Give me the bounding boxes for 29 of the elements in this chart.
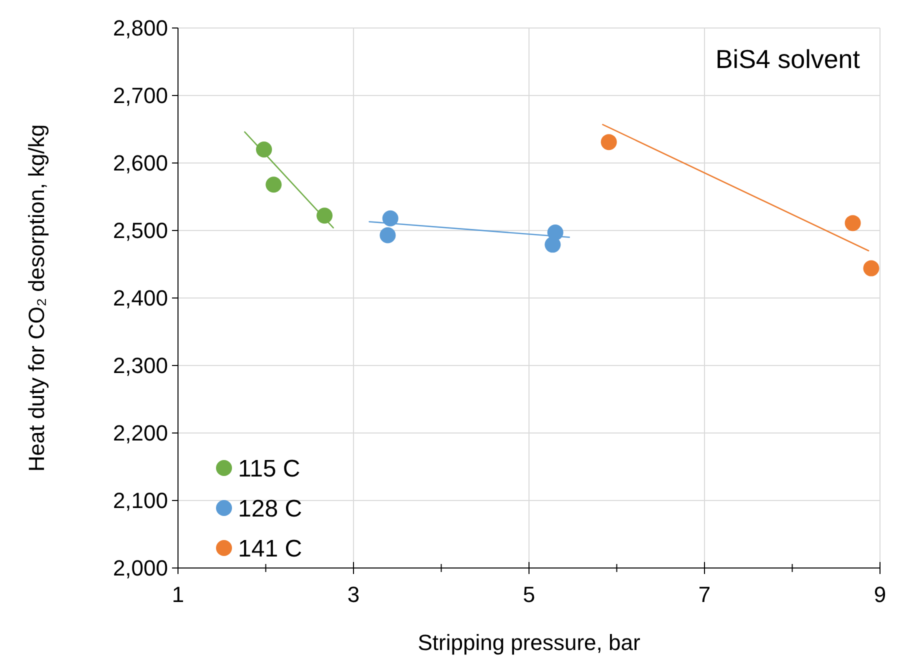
legend-label: 128 C bbox=[238, 495, 302, 522]
x-tick-label: 7 bbox=[698, 582, 711, 607]
annotation: BiS4 solvent bbox=[715, 44, 861, 74]
y-tick-label: 2,400 bbox=[112, 286, 168, 311]
y-tick-label: 2,000 bbox=[112, 556, 168, 581]
point bbox=[863, 260, 880, 276]
point bbox=[380, 227, 396, 244]
point bbox=[600, 134, 617, 150]
point bbox=[266, 176, 282, 193]
y-tick-label: 2,100 bbox=[112, 488, 168, 514]
y-tick-label: 2,200 bbox=[112, 420, 168, 446]
y-tick-label: 2,600 bbox=[112, 150, 168, 176]
point bbox=[256, 142, 272, 158]
point bbox=[382, 210, 398, 226]
y-tick-label: 2,700 bbox=[112, 83, 168, 108]
y-tick-label: 2,300 bbox=[112, 353, 168, 378]
y-tick-label: 2,500 bbox=[112, 218, 168, 244]
y-tick-label: 2,800 bbox=[112, 16, 168, 41]
point bbox=[544, 236, 561, 253]
x-tick-label: 9 bbox=[874, 582, 886, 607]
legend-label: 141 C bbox=[238, 535, 302, 562]
x-tick-label: 1 bbox=[172, 582, 184, 607]
x-tick-label: 5 bbox=[522, 582, 536, 607]
y-axis-title: Heat duty for CO₂ desorption, kg/kg bbox=[24, 124, 49, 472]
point bbox=[844, 215, 861, 232]
point bbox=[316, 208, 333, 224]
legend-label: 115 C bbox=[238, 455, 300, 482]
x-tick-label: 3 bbox=[347, 582, 360, 607]
x-axis-title: Stripping pressure, bar bbox=[418, 630, 640, 655]
